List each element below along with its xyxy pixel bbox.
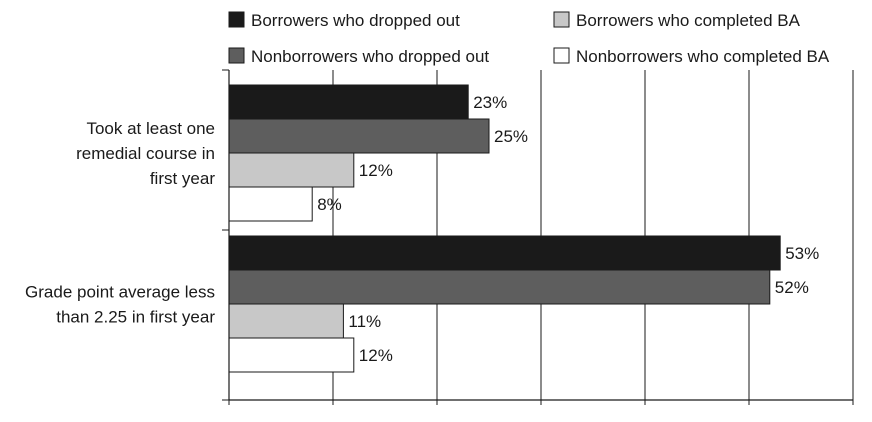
legend-label-0: Borrowers who dropped out (251, 11, 460, 30)
bar-0-0 (228, 84, 469, 120)
value-label-1-2: 11% (348, 312, 381, 331)
value-label-0-0: 23% (473, 93, 507, 112)
legend-label-2: Borrowers who completed BA (576, 11, 801, 30)
labels: 23% 25% 12% 8% Took at least one remedial cou… (25, 93, 819, 365)
legend-swatch-2 (553, 11, 570, 28)
legend-label-1: Nonborrowers who dropped out (251, 47, 489, 66)
legend: Borrowers who dropped out Nonborrowers wh… (228, 11, 830, 66)
value-label-0-1: 25% (494, 127, 528, 146)
legend-swatch-0 (228, 11, 245, 28)
bars (228, 84, 781, 373)
value-label-1-3: 12% (359, 346, 393, 365)
category-label-1: Grade point average less than 2.25 in fir… (25, 283, 215, 327)
bar-0-3 (228, 186, 313, 222)
bar-1-2 (228, 303, 344, 339)
value-label-1-0: 53% (785, 244, 819, 263)
value-label-0-2: 12% (359, 161, 393, 180)
legend-swatch-3 (553, 47, 570, 64)
bar-0-1 (228, 118, 490, 154)
legend-label-3: Nonborrowers who completed BA (576, 47, 830, 66)
bar-1-3 (228, 337, 355, 373)
bar-1-1 (228, 269, 771, 305)
bar-0-2 (228, 152, 355, 188)
value-label-0-3: 8% (317, 195, 342, 214)
category-label-0: Took at least one remedial course in first… (76, 119, 215, 188)
bar-1-0 (228, 235, 781, 271)
value-label-1-1: 52% (775, 278, 809, 297)
legend-swatch-1 (228, 47, 245, 64)
